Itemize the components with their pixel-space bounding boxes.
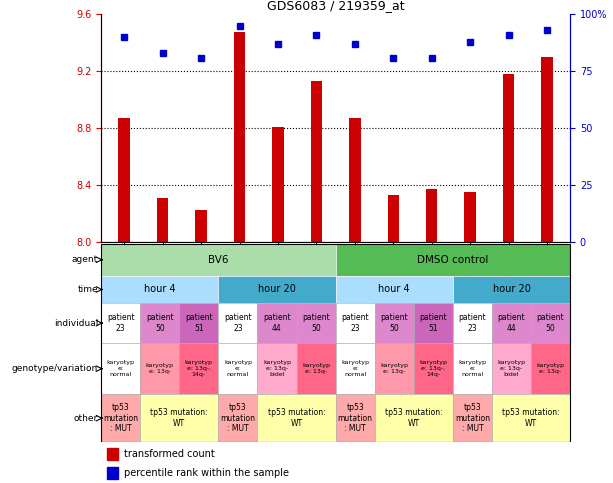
- Bar: [336, 343, 375, 395]
- Text: tp53 mutation:
WT: tp53 mutation: WT: [385, 409, 443, 428]
- Bar: [101, 244, 570, 442]
- Text: karyotyp
e: 13q-: karyotyp e: 13q-: [146, 363, 173, 374]
- Text: patient
50: patient 50: [146, 313, 173, 333]
- Bar: [218, 303, 257, 343]
- Bar: [218, 395, 257, 442]
- Text: transformed count: transformed count: [124, 449, 215, 459]
- Text: agent: agent: [72, 255, 98, 264]
- Text: patient
23: patient 23: [224, 313, 252, 333]
- Bar: [453, 276, 570, 303]
- Text: karyotyp
e: 13q-
bidel: karyotyp e: 13q- bidel: [498, 360, 525, 377]
- Text: tp53
mutation
: MUT: tp53 mutation : MUT: [221, 403, 256, 433]
- Bar: [492, 343, 531, 395]
- Bar: [503, 74, 514, 242]
- Bar: [107, 467, 118, 479]
- Bar: [179, 343, 218, 395]
- Bar: [234, 31, 245, 242]
- Bar: [118, 118, 130, 242]
- Bar: [179, 303, 218, 343]
- Text: BV6: BV6: [208, 255, 229, 265]
- Bar: [101, 395, 140, 442]
- Text: hour 4: hour 4: [378, 284, 410, 295]
- Text: patient
50: patient 50: [381, 313, 408, 333]
- Text: karyotyp
e:
normal: karyotyp e: normal: [459, 360, 486, 377]
- Text: percentile rank within the sample: percentile rank within the sample: [124, 468, 289, 478]
- Text: patient
23: patient 23: [107, 313, 134, 333]
- Bar: [414, 303, 453, 343]
- Text: patient
50: patient 50: [537, 313, 565, 333]
- Bar: [453, 303, 492, 343]
- Text: tp53
mutation
: MUT: tp53 mutation : MUT: [455, 403, 490, 433]
- Bar: [297, 343, 336, 395]
- Bar: [140, 303, 179, 343]
- Text: karyotyp
e: 13q-
bidel: karyotyp e: 13q- bidel: [263, 360, 291, 377]
- Bar: [387, 195, 399, 242]
- Bar: [453, 343, 492, 395]
- Text: time: time: [77, 285, 98, 294]
- Bar: [272, 127, 284, 242]
- Bar: [426, 189, 438, 242]
- Bar: [311, 81, 322, 242]
- Text: other: other: [74, 413, 98, 423]
- Bar: [375, 303, 414, 343]
- Bar: [336, 395, 375, 442]
- Bar: [257, 343, 297, 395]
- Bar: [336, 303, 375, 343]
- Text: patient
51: patient 51: [185, 313, 213, 333]
- Bar: [257, 303, 297, 343]
- Bar: [453, 395, 492, 442]
- Text: hour 4: hour 4: [144, 284, 175, 295]
- Bar: [349, 118, 360, 242]
- Text: patient
44: patient 44: [263, 313, 291, 333]
- Text: genotype/variation: genotype/variation: [12, 364, 98, 373]
- Bar: [101, 244, 336, 276]
- Bar: [336, 244, 570, 276]
- Bar: [297, 303, 336, 343]
- Text: karyotyp
e:
normal: karyotyp e: normal: [107, 360, 135, 377]
- Text: individual: individual: [54, 319, 98, 327]
- Bar: [107, 448, 118, 460]
- Text: DMSO control: DMSO control: [417, 255, 489, 265]
- Text: tp53 mutation:
WT: tp53 mutation: WT: [502, 409, 560, 428]
- Bar: [375, 395, 453, 442]
- Title: GDS6083 / 219359_at: GDS6083 / 219359_at: [267, 0, 405, 12]
- Text: hour 20: hour 20: [492, 284, 530, 295]
- Bar: [157, 198, 169, 242]
- Text: patient
23: patient 23: [459, 313, 486, 333]
- Bar: [101, 343, 140, 395]
- Bar: [465, 192, 476, 242]
- Bar: [492, 303, 531, 343]
- Text: patient
23: patient 23: [341, 313, 369, 333]
- Text: patient
44: patient 44: [498, 313, 525, 333]
- Bar: [101, 276, 218, 303]
- Bar: [218, 276, 336, 303]
- Bar: [336, 276, 453, 303]
- Bar: [492, 395, 570, 442]
- Bar: [140, 343, 179, 395]
- Bar: [375, 343, 414, 395]
- Text: karyotyp
e: 13q-,
14q-: karyotyp e: 13q-, 14q-: [185, 360, 213, 377]
- Text: tp53
mutation
: MUT: tp53 mutation : MUT: [103, 403, 138, 433]
- Bar: [531, 303, 570, 343]
- Text: patient
51: patient 51: [419, 313, 447, 333]
- Bar: [196, 210, 207, 242]
- Text: tp53
mutation
: MUT: tp53 mutation : MUT: [338, 403, 373, 433]
- Bar: [414, 343, 453, 395]
- Text: karyotyp
e: 13q-: karyotyp e: 13q-: [302, 363, 330, 374]
- Bar: [218, 343, 257, 395]
- Text: patient
50: patient 50: [302, 313, 330, 333]
- Text: hour 20: hour 20: [258, 284, 296, 295]
- Bar: [257, 395, 336, 442]
- Text: karyotyp
e:
normal: karyotyp e: normal: [341, 360, 369, 377]
- Bar: [101, 303, 140, 343]
- Bar: [541, 57, 553, 242]
- Text: karyotyp
e:
normal: karyotyp e: normal: [224, 360, 252, 377]
- Text: karyotyp
e: 13q-: karyotyp e: 13q-: [536, 363, 565, 374]
- Text: tp53 mutation:
WT: tp53 mutation: WT: [150, 409, 208, 428]
- Text: karyotyp
e: 13q-: karyotyp e: 13q-: [380, 363, 408, 374]
- Text: tp53 mutation:
WT: tp53 mutation: WT: [268, 409, 326, 428]
- Bar: [140, 395, 218, 442]
- Text: karyotyp
e: 13q-,
14q-: karyotyp e: 13q-, 14q-: [419, 360, 447, 377]
- Bar: [531, 343, 570, 395]
